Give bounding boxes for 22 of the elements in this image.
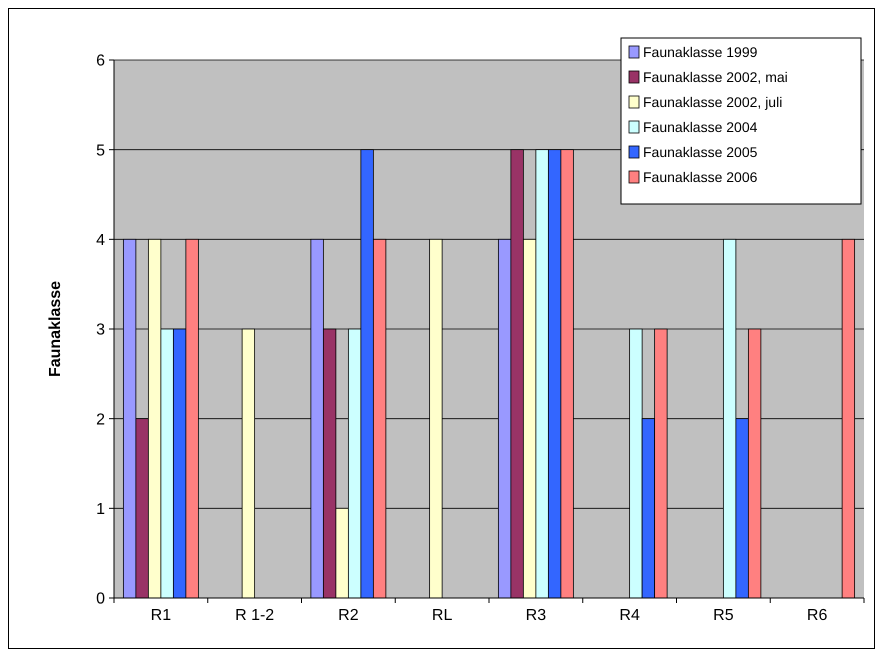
y-tick-label: 3	[96, 322, 106, 339]
x-tick-label: R5	[713, 607, 734, 624]
x-tick-label: RL	[432, 607, 452, 624]
x-tick-label: R1	[150, 607, 172, 624]
y-axis-title: Faunaklasse	[47, 280, 64, 378]
x-tick-label: R3	[526, 607, 546, 624]
y-tick-label: 0	[96, 590, 106, 608]
y-tick-label: 2	[96, 411, 106, 428]
x-tick-label: R4	[619, 607, 640, 624]
legend-label: Faunaklasse 2002, juli	[643, 94, 782, 110]
legend-label: Faunaklasse 2006	[643, 168, 758, 185]
legend-label: Faunaklasse 2002, mai	[643, 68, 788, 85]
y-tick-label: 4	[96, 232, 106, 249]
legend-label: Faunaklasse 1999	[643, 44, 758, 60]
y-tick-label: 1	[96, 500, 106, 518]
legend-label: Faunaklasse 2005	[643, 144, 758, 160]
legend-label: Faunaklasse 2004	[643, 118, 758, 135]
x-tick-label: R 1-2	[235, 607, 274, 624]
y-tick-label: 6	[96, 52, 106, 70]
y-tick-label: 5	[96, 142, 106, 160]
x-tick-label: R6	[806, 607, 828, 624]
x-tick-label: R2	[338, 607, 359, 624]
